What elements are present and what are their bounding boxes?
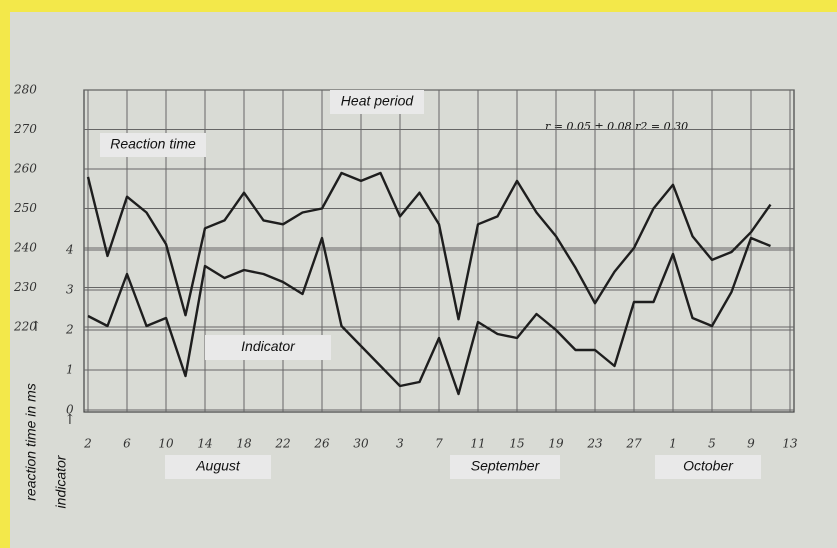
month-label-box: [450, 455, 560, 479]
x-tick-label: 26: [313, 437, 330, 451]
x-tick-label: 6: [123, 437, 131, 451]
y-tick-label: 230: [13, 280, 37, 294]
x-tick-label: 15: [509, 437, 524, 451]
y2-tick-label: 3: [66, 283, 74, 297]
y-tick-label: 220: [13, 320, 37, 334]
x-tick-label: 30: [353, 437, 369, 451]
month-label-box: [165, 455, 271, 479]
y-tick-label: 270: [13, 122, 37, 136]
y2-tick-label: 4: [65, 243, 74, 257]
stat-note: r = 0.05 ± 0.08 r2 = 0.30: [545, 120, 688, 133]
x-tick-label: 14: [197, 437, 212, 451]
x-tick-label: 5: [708, 437, 716, 451]
x-tick-label: 19: [548, 437, 564, 451]
chart: r = 0.05 ± 0.08 r2 = 0.30 ↑ ↑ reaction t…: [10, 12, 837, 548]
axis-arrow: ↑: [64, 412, 76, 428]
y-tick-label: 250: [13, 201, 37, 215]
x-tick-label: 1: [669, 437, 677, 451]
series-line: [86, 171, 772, 321]
annotation: Indicator: [241, 338, 296, 354]
x-tick-label: 2: [83, 437, 92, 451]
x-tick-label: 27: [625, 437, 642, 451]
paper-edge: [210, 536, 837, 548]
y-tick-label: 240: [13, 241, 37, 255]
x-tick-label: 10: [158, 437, 174, 451]
axis-arrow: ↑: [30, 319, 42, 335]
y2-tick-label: 0: [66, 403, 74, 417]
month-label-box: [655, 455, 761, 479]
month-label: September: [471, 458, 541, 474]
x-tick-label: 23: [586, 437, 603, 451]
x-tick-label: 3: [396, 437, 404, 451]
x-tick-label: 22: [274, 437, 290, 451]
x-tick-label: 7: [435, 437, 443, 451]
y2-tick-label: 2: [65, 323, 74, 337]
y-tick-label: 260: [13, 162, 37, 176]
annotation-box: [100, 133, 206, 157]
series-line: [87, 236, 771, 396]
x-tick-label: 11: [470, 437, 485, 451]
annotation: Reaction time: [110, 136, 196, 152]
y2-axis-label: indicator: [53, 454, 69, 508]
month-label: August: [195, 458, 241, 474]
y2-tick-label: 1: [66, 363, 74, 377]
y-axis-label: reaction time in ms: [23, 383, 39, 500]
month-label: October: [683, 458, 734, 474]
annotation-box: [205, 335, 331, 360]
x-tick-label: 18: [236, 437, 252, 451]
x-tick-label: 13: [782, 437, 798, 451]
x-tick-label: 9: [747, 437, 755, 451]
y-tick-label: 280: [13, 83, 37, 97]
annotation-box: [330, 90, 424, 114]
annotation: Heat period: [341, 93, 415, 109]
